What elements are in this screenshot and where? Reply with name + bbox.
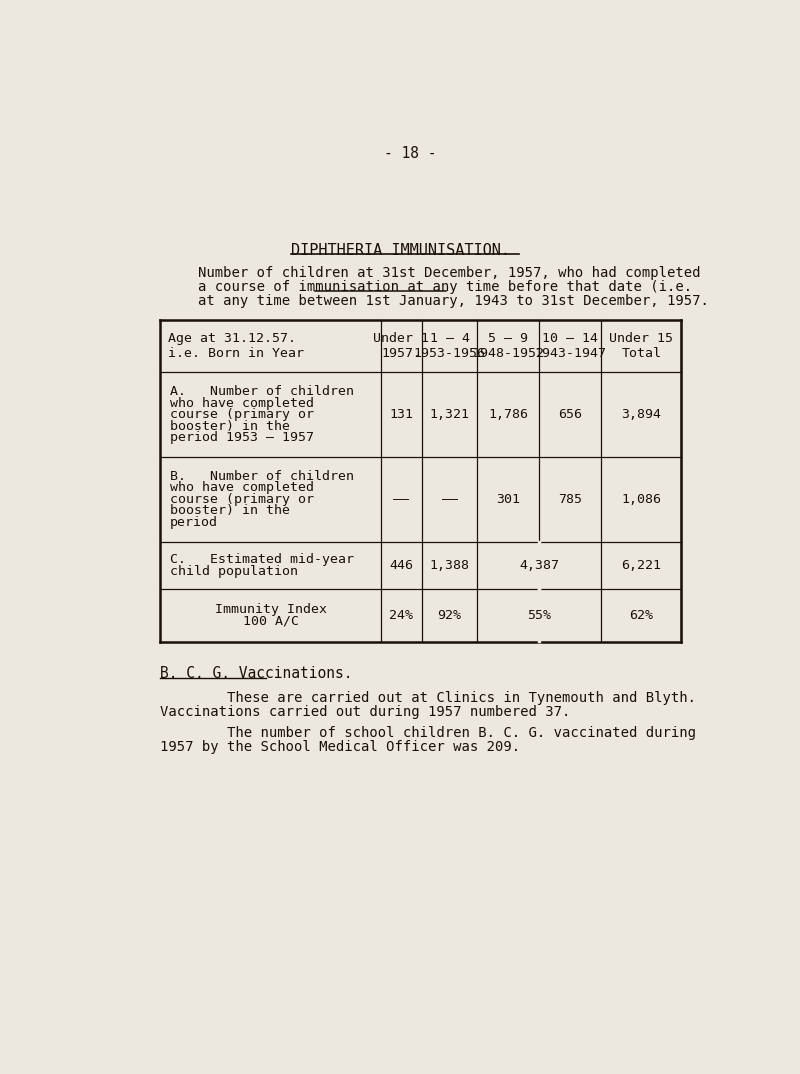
Text: 6,221: 6,221 [622,558,662,572]
Text: - 18 -: - 18 - [384,146,436,161]
Text: 1,321: 1,321 [430,408,470,421]
Text: 785: 785 [558,493,582,506]
Text: 301: 301 [497,493,521,506]
Text: Immunity Index: Immunity Index [215,604,327,616]
Text: who have completed: who have completed [170,481,314,494]
Text: course (primary or: course (primary or [170,408,314,421]
Text: 10 – 14: 10 – 14 [542,332,598,345]
Text: 55%: 55% [527,609,551,622]
Text: who have completed: who have completed [170,396,314,409]
Text: 131: 131 [390,408,414,421]
Text: period: period [170,516,218,528]
Text: period 1953 – 1957: period 1953 – 1957 [170,431,314,445]
Text: booster) in the: booster) in the [170,505,290,518]
Text: 446: 446 [390,558,414,572]
Text: 656: 656 [558,408,582,421]
Text: 1,786: 1,786 [489,408,529,421]
Text: 62%: 62% [630,609,654,622]
Text: B.   Number of children: B. Number of children [170,469,354,482]
Text: booster) in the: booster) in the [170,420,290,433]
Text: ——: —— [394,493,410,506]
Text: 1948-1952: 1948-1952 [473,347,545,360]
Text: These are carried out at Clinics in Tynemouth and Blyth.: These are carried out at Clinics in Tyne… [161,691,697,705]
Text: 1953-1956: 1953-1956 [414,347,486,360]
Text: C.   Estimated mid-year: C. Estimated mid-year [170,553,354,566]
Text: 24%: 24% [390,609,414,622]
Text: Age at 31.12.57.: Age at 31.12.57. [168,332,296,345]
Text: 1,388: 1,388 [430,558,470,572]
Text: 1,086: 1,086 [622,493,662,506]
Text: 1957.: 1957. [382,347,422,360]
Text: B. C. G. Vaccinations.: B. C. G. Vaccinations. [161,666,353,681]
Text: i.e. Born in Year: i.e. Born in Year [168,347,304,360]
Text: 1943-1947: 1943-1947 [534,347,606,360]
Text: at any time between 1st January, 1943 to 31st December, 1957.: at any time between 1st January, 1943 to… [198,293,709,307]
Text: 1 — 4: 1 — 4 [430,332,470,345]
Text: The number of school children B. C. G. vaccinated during: The number of school children B. C. G. v… [161,726,697,740]
Text: 3,894: 3,894 [622,408,662,421]
Text: Under 1: Under 1 [374,332,430,345]
Text: 92%: 92% [438,609,462,622]
Text: DIPHTHERIA IMMUNISATION.: DIPHTHERIA IMMUNISATION. [290,243,510,258]
Text: Vaccinations carried out during 1957 numbered 37.: Vaccinations carried out during 1957 num… [161,705,571,719]
Text: course (primary or: course (primary or [170,493,314,506]
Text: child population: child population [170,565,298,578]
Text: Number of children at 31st December, 1957, who had completed: Number of children at 31st December, 195… [198,266,700,280]
Text: 5 – 9: 5 – 9 [489,332,529,345]
Text: A.   Number of children: A. Number of children [170,384,354,398]
Text: a course of immunisation at any time before that date (i.e.: a course of immunisation at any time bef… [198,280,692,294]
Text: 100 A/C: 100 A/C [243,614,299,628]
Text: 1957 by the School Medical Officer was 209.: 1957 by the School Medical Officer was 2… [161,740,521,754]
Text: Under 15: Under 15 [610,332,674,345]
Text: Total: Total [622,347,662,360]
Text: ——: —— [442,493,458,506]
Text: 4,387: 4,387 [519,558,559,572]
